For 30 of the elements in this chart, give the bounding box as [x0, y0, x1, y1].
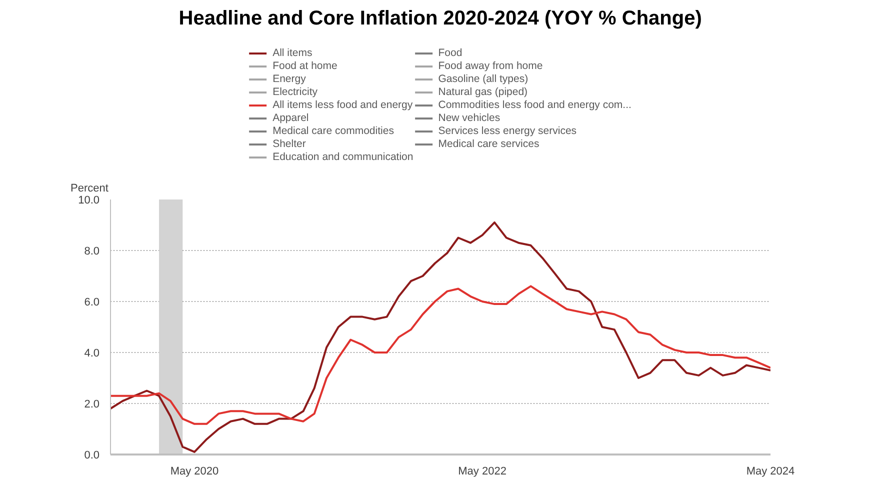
- x-tick-label: May 2020: [170, 466, 219, 478]
- legend-label: Energy: [272, 72, 306, 84]
- y-tick-label: 6.0: [84, 296, 100, 308]
- legend-label: Gasoline (all types): [438, 72, 528, 84]
- y-axis-title: Percent: [70, 182, 108, 194]
- y-tick-label: 2.0: [84, 398, 100, 410]
- y-tick-label: 4.0: [84, 348, 100, 360]
- y-tick-label: 10.0: [78, 194, 100, 206]
- y-tick-label: 8.0: [84, 246, 100, 258]
- x-tick-label: May 2024: [746, 466, 795, 478]
- legend-label: Medical care services: [438, 138, 540, 150]
- legend-label: New vehicles: [438, 112, 500, 124]
- legend-label: Apparel: [272, 112, 309, 124]
- line-series: [110, 285, 770, 425]
- legend-label: Food away from home: [438, 60, 543, 72]
- chart-title: Headline and Core Inflation 2020-2024 (YOY % Change): [178, 8, 702, 30]
- x-tick-label: May 2022: [458, 466, 506, 478]
- legend-label: Medical care commodities: [272, 124, 394, 136]
- legend-label: Natural gas (piped): [438, 86, 528, 98]
- legend-label: Electricity: [272, 86, 318, 98]
- legend-label: Commodities less food and energy com...: [438, 98, 632, 110]
- legend-label: All items less food and energy: [272, 98, 413, 110]
- legend-label: Shelter: [272, 138, 306, 150]
- legend-label: Education and communication: [272, 150, 414, 162]
- line-series: [110, 221, 770, 453]
- legend-label: Food: [438, 46, 462, 58]
- y-tick-label: 0.0: [84, 450, 100, 462]
- legend-label: All items: [272, 46, 312, 58]
- legend-label: Services less energy services: [438, 124, 577, 136]
- legend-label: Food at home: [272, 60, 338, 72]
